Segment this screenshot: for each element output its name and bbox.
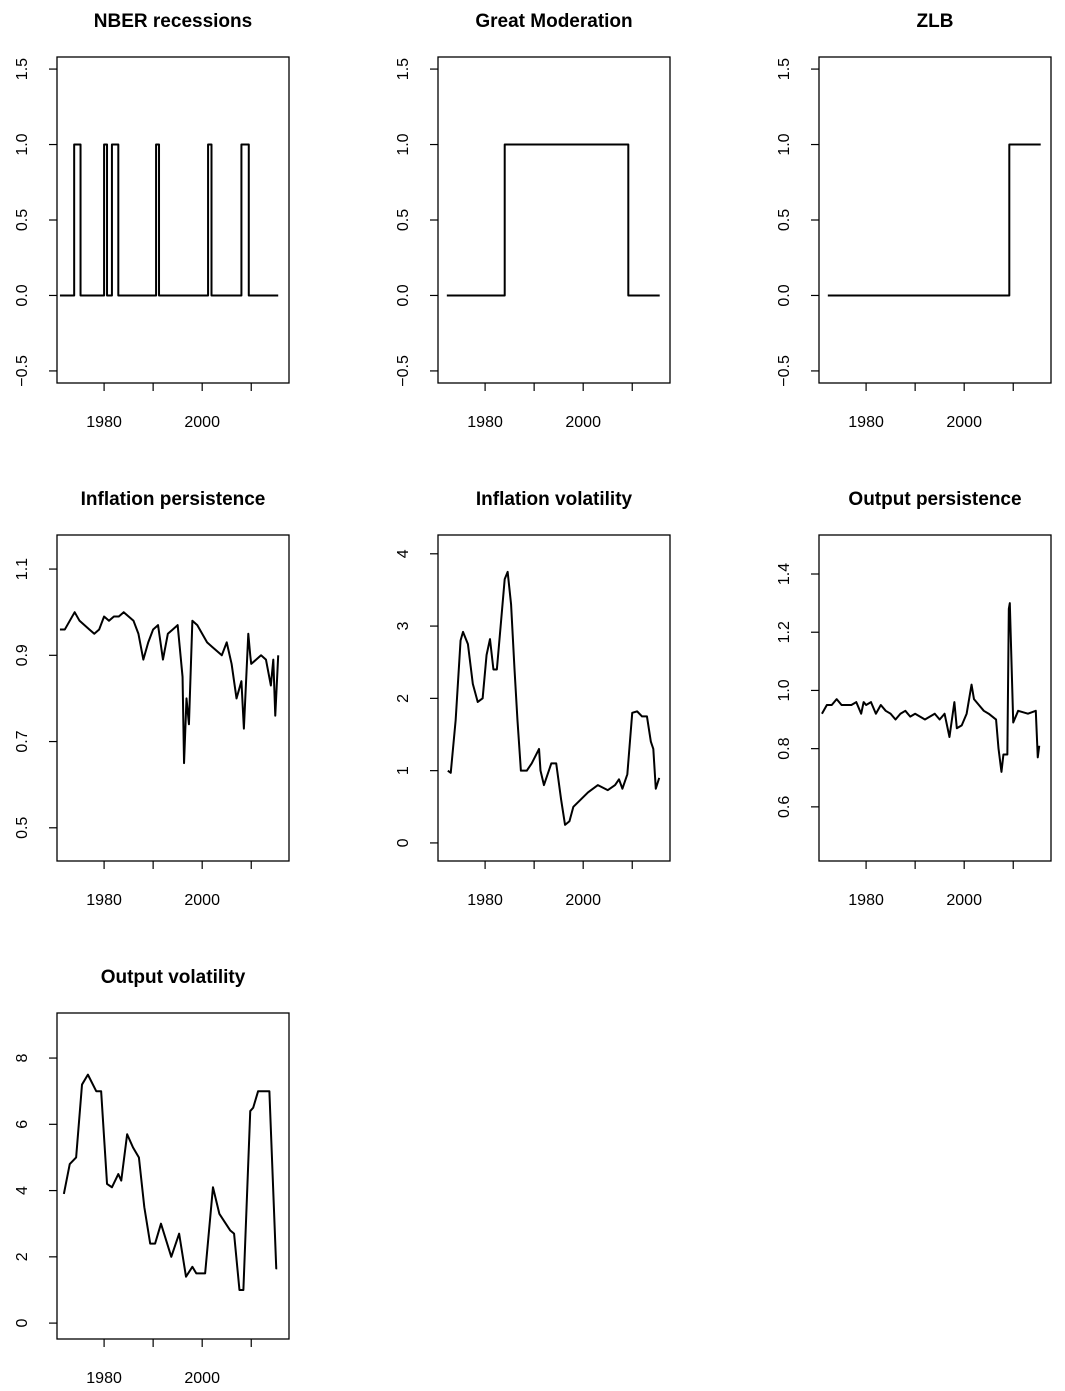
- data-line: [821, 602, 1041, 773]
- y-tick-label: −0.5: [395, 355, 412, 387]
- plot-box: [818, 56, 1052, 384]
- y-tick-label: 0.5: [14, 209, 31, 231]
- y-tick-label: 4: [395, 549, 412, 558]
- y-tick-label: 0.7: [14, 730, 31, 752]
- y-tick-label: −0.5: [776, 355, 793, 387]
- y-tick-label: 0.0: [776, 284, 793, 306]
- plot-box: [818, 534, 1052, 862]
- plot-box: [437, 56, 671, 384]
- x-tick-label: 1980: [86, 1370, 122, 1387]
- panel-title: NBER recessions: [94, 11, 252, 32]
- panel: Output persistence 0.6 0.8 1.0 1.2 1.4 1980 200…: [776, 489, 1052, 909]
- plot-box: [56, 534, 290, 862]
- y-tick-label: 0.5: [776, 209, 793, 231]
- x-tick-label: 1980: [848, 892, 884, 909]
- x-tick-label: 2000: [946, 414, 982, 431]
- x-tick-label: 1980: [467, 414, 503, 431]
- y-tick-label: 0.5: [395, 209, 412, 231]
- y-tick-label: −0.5: [14, 355, 31, 387]
- x-tick-label: 2000: [946, 892, 982, 909]
- data-line: [446, 143, 660, 297]
- panel-title: Great Moderation: [475, 11, 632, 32]
- y-tick-label: 0.6: [776, 796, 793, 818]
- y-tick-label: 1.2: [776, 621, 793, 643]
- x-tick-label: 1980: [848, 414, 884, 431]
- panel: Output volatility 0 2 4 6 8 1980 2000: [14, 967, 290, 1387]
- plot-box: [56, 1012, 290, 1340]
- x-tick-label: 2000: [565, 414, 601, 431]
- y-tick-label: 2: [395, 694, 412, 703]
- panel: NBER recessions −0.5 0.0 0.5 1.0 1.5 1980 2000: [14, 11, 290, 431]
- x-tick-label: 2000: [184, 1370, 220, 1387]
- y-tick-label: 0.5: [14, 817, 31, 839]
- y-tick-label: 6: [14, 1120, 31, 1129]
- panel-title: Output volatility: [101, 967, 246, 988]
- data-line: [62, 1073, 278, 1291]
- y-tick-label: 2: [14, 1252, 31, 1261]
- panel: Inflation volatility 0 1 2 3 4 1980 2000: [395, 489, 671, 909]
- y-tick-label: 1.0: [776, 133, 793, 155]
- y-tick-label: 1.1: [14, 558, 31, 580]
- y-tick-label: 0.0: [14, 284, 31, 306]
- y-tick-label: 1.5: [395, 58, 412, 80]
- panel: Inflation persistence 0.5 0.7 0.9 1.1 1980 200…: [14, 489, 290, 909]
- y-tick-label: 0.9: [14, 644, 31, 666]
- panel-title: Inflation persistence: [81, 489, 266, 510]
- data-line: [827, 143, 1041, 297]
- data-line: [447, 570, 661, 826]
- y-tick-label: 0: [395, 838, 412, 847]
- y-tick-label: 1.5: [14, 58, 31, 80]
- panel-title: Output persistence: [848, 489, 1021, 510]
- y-tick-label: 1: [395, 766, 412, 775]
- x-tick-label: 1980: [86, 892, 122, 909]
- y-tick-label: 1.4: [776, 563, 793, 585]
- y-tick-label: 1.5: [776, 58, 793, 80]
- panel-title: Inflation volatility: [476, 489, 633, 510]
- y-tick-label: 3: [395, 622, 412, 631]
- data-line: [59, 143, 279, 297]
- panel: ZLB −0.5 0.0 0.5 1.0 1.5 1980 2000: [776, 11, 1052, 431]
- panel: Great Moderation −0.5 0.0 0.5 1.0 1.5 1980 2000: [395, 11, 671, 431]
- y-tick-label: 1.0: [776, 679, 793, 701]
- plot-box: [437, 534, 671, 862]
- y-tick-label: 0.8: [776, 737, 793, 759]
- panel-title: ZLB: [917, 11, 954, 32]
- y-tick-label: 0.0: [395, 284, 412, 306]
- y-tick-label: 1.0: [395, 133, 412, 155]
- x-tick-label: 2000: [184, 892, 220, 909]
- y-tick-label: 1.0: [14, 133, 31, 155]
- plot-box: [56, 56, 290, 384]
- y-tick-label: 8: [14, 1054, 31, 1063]
- x-tick-label: 1980: [467, 892, 503, 909]
- data-line: [59, 611, 280, 765]
- x-tick-label: 2000: [184, 414, 220, 431]
- y-tick-label: 4: [14, 1186, 31, 1195]
- x-tick-label: 2000: [565, 892, 601, 909]
- y-tick-label: 0: [14, 1319, 31, 1328]
- x-tick-label: 1980: [86, 414, 122, 431]
